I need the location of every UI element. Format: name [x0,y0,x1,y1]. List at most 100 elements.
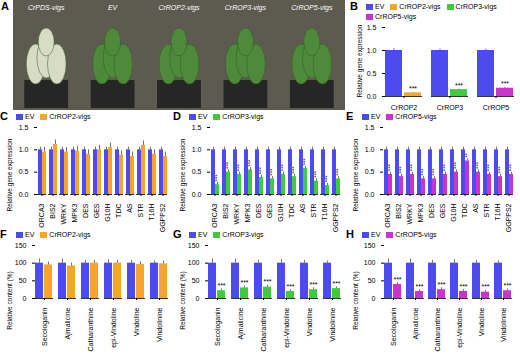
svg-text:150: 150 [15,242,27,249]
svg-text:Relative gene expression: Relative gene expression [356,24,364,97]
svg-text:Secologanin: Secologanin [214,307,222,346]
svg-text:Ajmalicine: Ajmalicine [412,307,420,339]
svg-text:BIS2: BIS2 [222,203,229,218]
svg-text:***: *** [269,168,275,176]
svg-text:DES: DES [428,203,435,218]
svg-text:AS: AS [126,203,133,213]
svg-text:***: *** [225,161,231,169]
svg-text:AS: AS [472,203,479,213]
svg-text:***: *** [387,163,393,171]
svg-text:***: *** [453,161,459,169]
svg-text:H: H [346,228,354,240]
svg-text:0.0: 0.0 [19,191,29,198]
svg-text:GGPPS2: GGPPS2 [159,203,166,232]
svg-text:BIS2: BIS2 [49,203,56,218]
svg-text:GES: GES [266,203,273,218]
svg-text:epi-Vindoline: epi-Vindoline [456,307,464,347]
svg-text:Relative content (%): Relative content (%) [352,271,360,330]
svg-text:Secologanin: Secologanin [41,307,49,346]
svg-text:***: *** [247,159,253,167]
svg-text:***: *** [420,168,426,176]
svg-text:ORCA3: ORCA3 [384,203,391,227]
svg-text:***: *** [442,163,448,171]
svg-text:Vindolinine: Vindolinine [500,307,507,341]
svg-text:50: 50 [19,277,27,284]
svg-text:MPK3: MPK3 [244,203,251,222]
svg-text:***: *** [497,166,503,174]
svg-text:DES: DES [82,203,89,218]
svg-text:G10H: G10H [104,204,111,222]
svg-text:MPK3: MPK3 [417,203,424,222]
svg-text:0.5: 0.5 [19,168,29,175]
svg-text:50: 50 [192,277,200,284]
svg-text:Vindoline: Vindoline [306,307,313,336]
svg-text:***: *** [291,166,297,174]
svg-text:D: D [173,110,181,122]
svg-text:Catharanthine: Catharanthine [434,307,441,351]
svg-text:GGPPS2: GGPPS2 [332,203,339,232]
svg-text:100: 100 [188,259,200,266]
svg-text:1.5: 1.5 [367,24,377,31]
svg-text:0: 0 [196,295,200,302]
svg-text:***: *** [214,174,220,182]
svg-text:**: ** [464,152,470,157]
svg-text:CrROP5: CrROP5 [483,104,510,111]
svg-text:1.0: 1.0 [19,146,29,153]
svg-text:F: F [0,228,7,240]
svg-text:***: *** [332,280,340,287]
svg-text:ORCA3: ORCA3 [211,203,218,227]
svg-text:***: *** [335,168,341,176]
svg-text:STR: STR [483,204,490,218]
svg-text:***: *** [501,80,509,87]
svg-text:T16H: T16H [321,204,328,221]
svg-text:Ajmalicine: Ajmalicine [237,307,245,339]
svg-text:***: *** [475,161,481,169]
svg-text:0.0: 0.0 [365,191,375,198]
svg-text:1.0: 1.0 [192,146,202,153]
svg-text:WRKY: WRKY [233,203,240,224]
svg-text:150: 150 [188,242,200,249]
svg-text:BIS2: BIS2 [395,203,402,218]
svg-text:T16H: T16H [148,204,155,221]
svg-text:WRKY: WRKY [406,203,413,224]
svg-text:CrROP2: CrROP2 [391,104,418,111]
svg-text:Vindoline: Vindoline [133,307,140,336]
svg-text:GGPPS2: GGPPS2 [505,203,512,232]
svg-text:***: *** [263,278,271,285]
svg-text:0.0: 0.0 [367,93,377,100]
svg-text:TDC: TDC [115,204,122,218]
svg-text:1.5: 1.5 [19,124,29,131]
svg-text:EV: EV [108,4,119,11]
svg-text:Vindolinine: Vindolinine [156,307,163,341]
svg-text:A: A [1,0,9,12]
svg-text:150: 150 [364,242,376,249]
svg-text:1.0: 1.0 [365,146,375,153]
svg-text:epi-Vindoline: epi-Vindoline [110,307,118,347]
svg-text:Relative gene expression: Relative gene expression [6,138,14,211]
svg-text:Ajmalicine: Ajmalicine [64,307,72,339]
svg-text:0.5: 0.5 [367,70,377,77]
svg-text:Vindoline: Vindoline [478,307,485,336]
svg-text:CrROP3-vigs: CrROP3-vigs [225,4,267,12]
svg-text:0.5: 0.5 [365,168,375,175]
svg-text:***: *** [508,163,514,171]
svg-text:E: E [346,110,353,122]
svg-text:G: G [173,228,182,240]
svg-text:1.5: 1.5 [192,124,202,131]
svg-text:***: *** [302,158,308,166]
svg-text:0.5: 0.5 [192,168,202,175]
svg-text:***: *** [459,283,467,290]
svg-text:***: *** [240,279,248,286]
svg-text:***: *** [437,281,445,288]
svg-text:Vindolinine: Vindolinine [329,307,336,341]
svg-text:CrROP5-vigs: CrROP5-vigs [291,4,333,12]
svg-text:Secologanin: Secologanin [390,307,398,346]
svg-text:GES: GES [93,203,100,218]
svg-text:STR: STR [310,204,317,218]
svg-text:AS: AS [299,203,306,213]
svg-text:Catharanthine: Catharanthine [260,307,267,351]
svg-text:***: *** [455,82,463,89]
svg-text:B: B [350,0,358,12]
svg-text:STR: STR [137,204,144,218]
svg-text:Relative content (%): Relative content (%) [179,271,187,330]
